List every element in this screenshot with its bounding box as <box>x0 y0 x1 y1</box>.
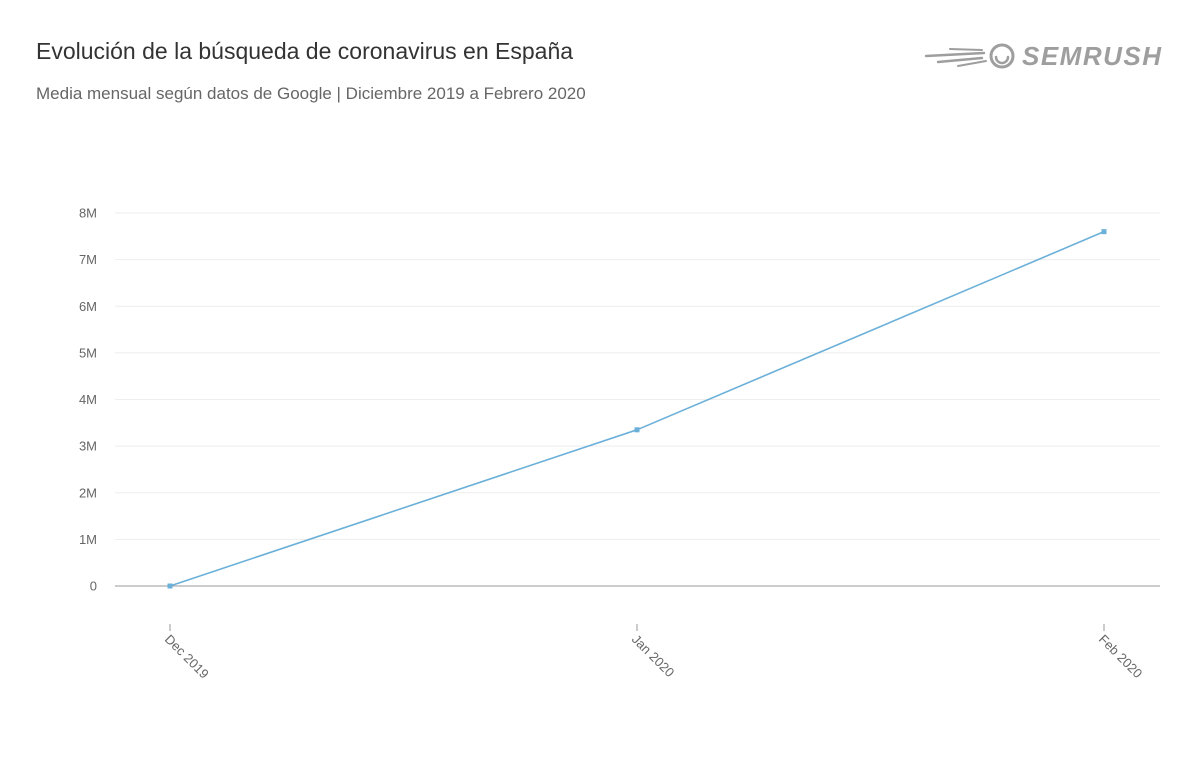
x-tick-label: Feb 2020 <box>1096 632 1145 681</box>
semrush-fireball-icon <box>924 43 1015 69</box>
data-point <box>634 427 640 433</box>
x-tick-label: Dec 2019 <box>162 632 212 682</box>
chart-title: Evolución de la búsqueda de coronavirus … <box>36 38 574 64</box>
semrush-wordmark: SEMRUSH <box>1022 41 1163 71</box>
series-group <box>167 229 1107 589</box>
y-tick-label: 6M <box>79 299 97 314</box>
y-tick-label: 4M <box>79 392 97 407</box>
y-tick-label: 8M <box>79 206 97 221</box>
grid-lines <box>115 212 1160 540</box>
y-tick-label: 0 <box>90 579 97 594</box>
y-tick-label: 7M <box>79 252 97 267</box>
y-axis-tick-labels: 0 1M 2M 3M 4M 5M 6M 7M 8M <box>79 206 97 594</box>
data-point <box>167 583 173 589</box>
series-line <box>169 230 1105 587</box>
x-axis-ticks: Dec 2019 Jan 2020 Feb 2020 <box>162 624 1145 681</box>
y-tick-label: 3M <box>79 439 97 454</box>
chart-subtitle: Media mensual según datos de Google | Di… <box>36 84 586 103</box>
x-tick-label: Jan 2020 <box>629 632 677 680</box>
y-tick-label: 2M <box>79 485 97 500</box>
data-point <box>1101 229 1107 235</box>
y-tick-label: 5M <box>79 345 97 360</box>
y-tick-label: 1M <box>79 532 97 547</box>
semrush-logo: SEMRUSH <box>924 41 1163 71</box>
